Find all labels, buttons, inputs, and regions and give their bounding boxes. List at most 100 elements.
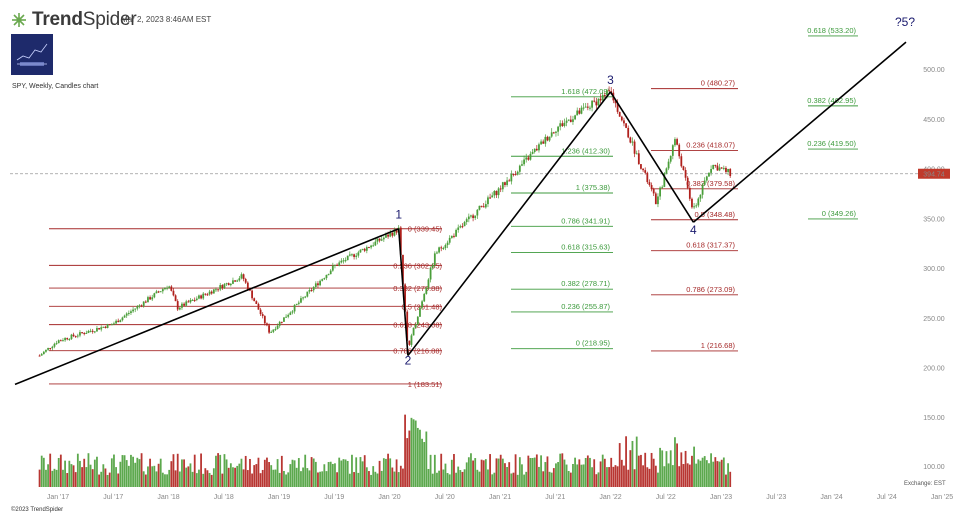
volume-bar — [582, 464, 585, 487]
volume-bar — [89, 464, 92, 487]
volume-bar — [419, 429, 421, 487]
volume-bar — [317, 472, 319, 487]
candle-body — [236, 280, 239, 282]
candle-body — [223, 284, 226, 289]
volume-bar — [206, 470, 209, 487]
candle-body — [244, 279, 247, 283]
volume-bar — [708, 463, 710, 487]
candle-body — [567, 119, 570, 121]
volume-bar — [472, 460, 474, 487]
volume-bar — [595, 474, 598, 487]
volume-bar — [565, 464, 568, 487]
volume-bar — [667, 463, 670, 487]
volume-bar — [149, 458, 151, 487]
fib-level-label: 0.236 (419.50) — [807, 139, 856, 148]
volume-bar — [368, 471, 370, 487]
volume-bar — [436, 472, 438, 487]
volume-bar — [722, 457, 725, 487]
candle-body — [274, 328, 277, 330]
volume-bar — [108, 472, 111, 487]
fib-level-label: 0.382 (462.95) — [807, 96, 856, 105]
candle-body — [389, 232, 392, 237]
candle-body — [283, 317, 285, 322]
volume-bar — [195, 473, 198, 487]
candle-body — [161, 289, 164, 292]
volume-bar — [76, 453, 79, 487]
volume-bar — [610, 457, 613, 487]
candle-body — [593, 100, 596, 102]
volume-bar — [569, 472, 572, 487]
volume-bar — [104, 468, 107, 487]
candle-body — [565, 120, 568, 123]
volume-bar — [159, 458, 162, 487]
volume-bar — [62, 469, 64, 487]
volume-bar — [276, 459, 279, 487]
candle-body — [334, 264, 336, 266]
candle-body — [669, 155, 672, 162]
volume-bar — [414, 420, 417, 487]
volume-bar — [688, 464, 691, 487]
x-tick-label: Jan '18 — [157, 494, 179, 501]
candle-body — [484, 204, 487, 208]
candle-body — [455, 229, 457, 237]
candle-body — [586, 106, 589, 108]
volume-bar — [323, 464, 326, 487]
volume-bar — [217, 453, 219, 487]
volume-bar — [703, 456, 706, 487]
candle-body — [402, 254, 404, 285]
candle-body — [533, 148, 536, 152]
volume-bar — [393, 471, 396, 487]
volume-bar — [533, 457, 536, 487]
candle-body — [620, 116, 623, 121]
candle-body — [251, 290, 253, 299]
volume-bar — [669, 450, 672, 487]
candle-body — [176, 301, 179, 310]
candle-body — [242, 274, 245, 280]
volume-bar — [329, 461, 332, 487]
volume-bar — [355, 457, 358, 487]
candle-body — [535, 148, 538, 151]
candle-body — [136, 306, 139, 309]
volume-bar — [580, 464, 583, 487]
fib-level-label: 0.786 (273.09) — [686, 285, 735, 294]
candle-body — [96, 328, 98, 332]
volume-bar — [47, 464, 49, 487]
candle-body — [499, 188, 502, 190]
fib-level-label: 0.382 (279.88) — [393, 284, 442, 293]
volume-bar — [616, 466, 619, 487]
volume-bar — [181, 459, 183, 487]
volume-bar — [491, 474, 494, 487]
trendspider-logo: TrendSpider — [10, 9, 137, 30]
candle-body — [523, 159, 525, 165]
x-tick-label: Jul '20 — [435, 494, 455, 501]
candle-body — [665, 168, 668, 174]
candle-body — [261, 314, 264, 317]
volume-bar — [686, 463, 689, 487]
fib-level-label: 0.236 (302.65) — [393, 261, 442, 270]
volume-bar — [701, 457, 704, 487]
candle-body — [608, 90, 610, 92]
volume-bar — [380, 470, 383, 487]
candle-body — [178, 307, 181, 310]
candle-body — [238, 278, 241, 281]
candle-body — [663, 173, 666, 187]
spider-icon — [12, 13, 26, 27]
candle-body — [616, 103, 619, 112]
candle-body — [637, 153, 640, 165]
volume-bar — [523, 474, 525, 487]
volume-bar — [448, 474, 451, 487]
candle-body — [527, 157, 530, 160]
volume-bar — [85, 467, 88, 487]
candle-body — [482, 206, 485, 208]
volume-bar — [652, 458, 655, 487]
candle-body — [582, 107, 585, 109]
volume-bar — [310, 457, 313, 487]
volume-bar — [72, 465, 75, 487]
candle-body — [200, 295, 202, 299]
volume-bar — [514, 454, 517, 487]
candle-body — [708, 172, 710, 177]
volume-bar — [695, 463, 698, 487]
candle-body — [531, 151, 534, 154]
candle-body — [79, 332, 81, 336]
